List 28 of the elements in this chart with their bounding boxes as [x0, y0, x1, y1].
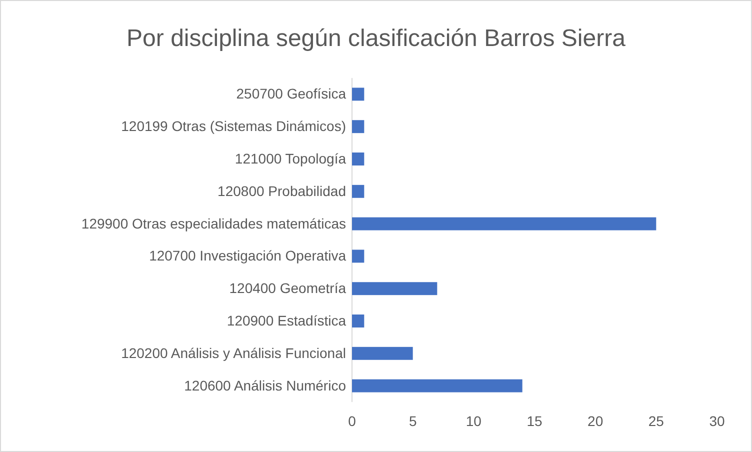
x-tick-label: 25 — [648, 412, 664, 429]
bar — [352, 282, 438, 296]
y-tick-label: 250700 Geofísica — [236, 86, 346, 102]
bar — [352, 379, 522, 392]
y-tick-label: 120900 Estadística — [226, 312, 346, 328]
y-tick-label: 120800 Probabilidad — [218, 182, 346, 199]
bar — [352, 120, 364, 134]
bar — [352, 314, 364, 328]
x-tick-label: 10 — [466, 412, 482, 429]
bar — [352, 88, 364, 101]
bar — [352, 152, 364, 166]
x-tick-label: 0 — [348, 412, 356, 429]
x-tick-label: 15 — [526, 412, 542, 429]
bar — [352, 184, 364, 198]
y-tick-label: 120600 Análisis Numérico — [184, 377, 346, 394]
x-tick-label: 30 — [709, 412, 725, 429]
x-tick-label: 20 — [588, 412, 604, 429]
y-tick-label: 129900 Otras especialidades matemáticas — [81, 215, 346, 232]
y-tick-label: 121000 Topología — [234, 150, 346, 166]
bar — [352, 217, 656, 230]
bar — [352, 250, 364, 263]
bar — [352, 346, 413, 360]
y-tick-label: 120200 Análisis y Análisis Funcional — [121, 344, 346, 361]
y-tick-label: 120700 Investigación Operativa — [149, 248, 346, 264]
x-tick-label: 5 — [408, 412, 417, 429]
y-tick-label: 120400 Geometría — [229, 280, 346, 296]
y-tick-label: 120199 Otras (Sistemas Dinámicos) — [121, 118, 346, 134]
chart-title: Por disciplina según clasificación Barros Sierra — [126, 25, 626, 52]
